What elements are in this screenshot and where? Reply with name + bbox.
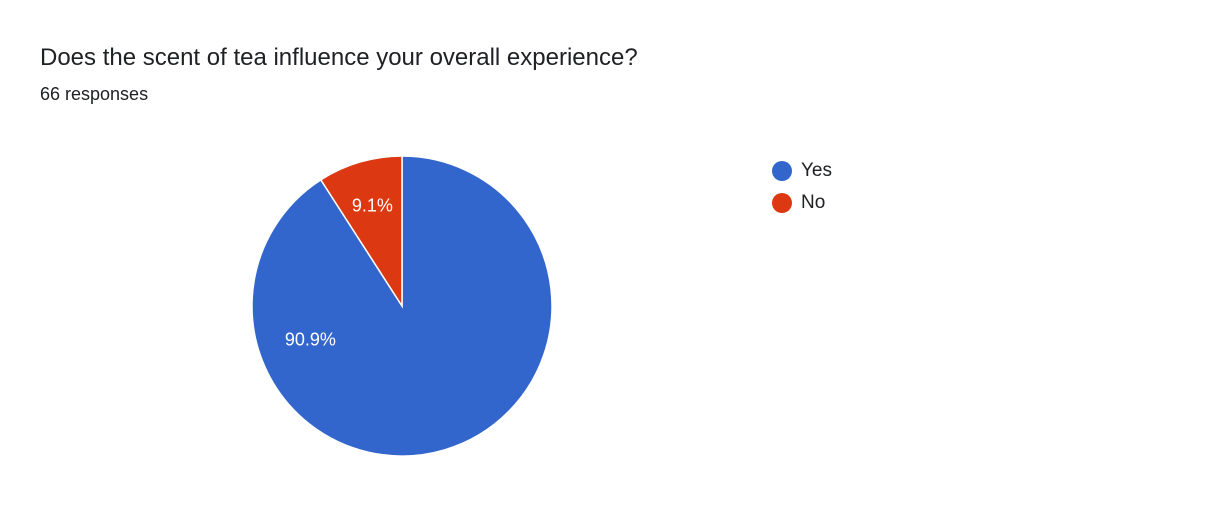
chart-legend: Yes No <box>772 155 832 219</box>
pie-label-no: 9.1% <box>352 195 393 215</box>
pie-labels: 90.9% 9.1% <box>285 195 393 349</box>
response-count: 66 responses <box>40 84 149 104</box>
pie-slice-no[interactable] <box>319 155 403 309</box>
pie-label-yes: 90.9% <box>285 329 336 349</box>
legend-item-yes[interactable]: Yes <box>772 155 832 187</box>
legend-label-no: No <box>801 192 826 213</box>
question-title: Does the scent of tea influence your ove… <box>40 44 638 71</box>
pie-slices <box>251 155 553 457</box>
legend-label-yes: Yes <box>801 160 832 181</box>
legend-swatch-yes <box>772 161 792 181</box>
legend-swatch-no <box>772 193 792 213</box>
legend-item-no[interactable]: No <box>772 187 832 219</box>
